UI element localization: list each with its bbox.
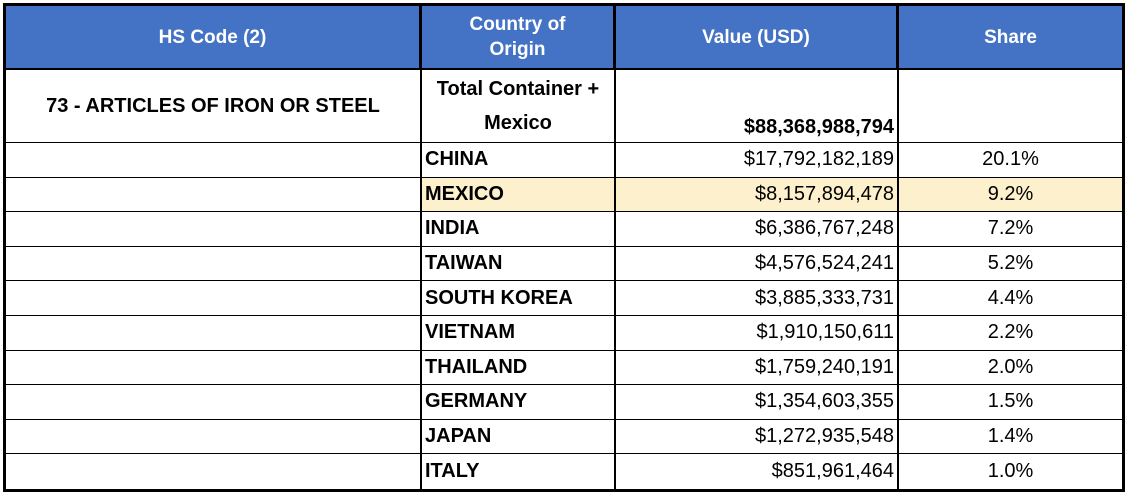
value-cell: $8,157,894,478	[616, 177, 899, 213]
country-cell: ITALY	[422, 454, 616, 489]
header-share: Share	[899, 6, 1122, 70]
share-cell: 4.4%	[899, 281, 1122, 316]
value-cell: $1,354,603,355	[616, 385, 899, 420]
hs-code-empty-cell	[6, 454, 422, 489]
hs-code-empty-cell	[6, 315, 422, 351]
country-cell: INDIA	[422, 212, 616, 247]
trade-value-table: HS Code (2) Country of Origin Value (USD…	[3, 3, 1125, 492]
value-cell: $3,885,333,731	[616, 281, 899, 316]
country-cell: GERMANY	[422, 385, 616, 420]
country-cell: VIETNAM	[422, 315, 616, 351]
hs-code-empty-cell	[6, 177, 422, 213]
share-cell: 5.2%	[899, 246, 1122, 282]
share-cell: 1.0%	[899, 454, 1122, 489]
share-cell: 1.4%	[899, 419, 1122, 455]
share-cell: 9.2%	[899, 177, 1122, 213]
hs-code-empty-cell	[6, 143, 422, 178]
share-cell: 2.0%	[899, 350, 1122, 386]
country-cell: MEXICO	[422, 177, 616, 213]
header-hs-code: HS Code (2)	[6, 6, 422, 70]
value-cell: $4,576,524,241	[616, 246, 899, 282]
header-value-usd: Value (USD)	[616, 6, 899, 70]
country-cell: CHINA	[422, 143, 616, 178]
header-country-of-origin: Country of Origin	[422, 6, 616, 70]
hs-code-empty-cell	[6, 419, 422, 455]
share-cell: 20.1%	[899, 143, 1122, 178]
total-origin-cell: Total Container + Mexico	[422, 70, 616, 143]
value-cell: $17,792,182,189	[616, 143, 899, 178]
value-cell: $1,272,935,548	[616, 419, 899, 455]
value-cell: $851,961,464	[616, 454, 899, 489]
value-cell: $6,386,767,248	[616, 212, 899, 247]
country-cell: SOUTH KOREA	[422, 281, 616, 316]
share-cell: 2.2%	[899, 315, 1122, 351]
hs-code-empty-cell	[6, 246, 422, 282]
total-share-cell	[899, 70, 1122, 143]
value-cell: $1,759,240,191	[616, 350, 899, 386]
share-cell: 1.5%	[899, 385, 1122, 420]
country-cell: JAPAN	[422, 419, 616, 455]
hs-code-cell: 73 - ARTICLES OF IRON OR STEEL	[6, 70, 422, 143]
value-cell: $1,910,150,611	[616, 315, 899, 351]
total-value-cell: $88,368,988,794	[616, 70, 899, 143]
hs-code-empty-cell	[6, 385, 422, 420]
hs-code-empty-cell	[6, 350, 422, 386]
hs-code-empty-cell	[6, 212, 422, 247]
country-cell: TAIWAN	[422, 246, 616, 282]
share-cell: 7.2%	[899, 212, 1122, 247]
country-cell: THAILAND	[422, 350, 616, 386]
hs-code-empty-cell	[6, 281, 422, 316]
